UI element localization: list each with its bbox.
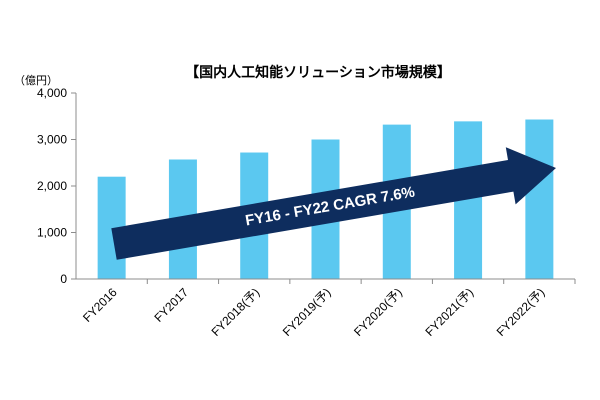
y-tick-label: 3,000 xyxy=(37,133,67,147)
bar xyxy=(525,119,554,279)
x-tick-label: FY2016 xyxy=(80,285,120,325)
y-tick-label: 0 xyxy=(60,272,67,286)
chart-title: 【国内人工知能ソリューション市場規模】 xyxy=(185,64,451,81)
x-tick-label: FY2020(予) xyxy=(351,285,405,339)
unit-label: （億円） xyxy=(14,74,58,87)
y-tick-label: 4,000 xyxy=(37,86,67,100)
x-tick-label: FY2022(予) xyxy=(494,285,548,339)
x-tick-label: FY2018(予) xyxy=(209,285,263,339)
y-tick-label: 2,000 xyxy=(37,179,67,193)
x-tick-label: FY2021(予) xyxy=(422,285,476,339)
x-axis-labels: FY2016 FY2017 FY2018(予) FY2019(予) FY2020(予) F… xyxy=(80,279,576,339)
x-tick-label: FY2017 xyxy=(151,285,191,325)
cagr-arrow-shape xyxy=(111,147,557,260)
y-tick-label: 1,000 xyxy=(37,226,67,240)
y-axis-ticks: 0 1,000 2,000 3,000 4,000 xyxy=(37,86,76,286)
x-tick-label: FY2019(予) xyxy=(280,285,334,339)
